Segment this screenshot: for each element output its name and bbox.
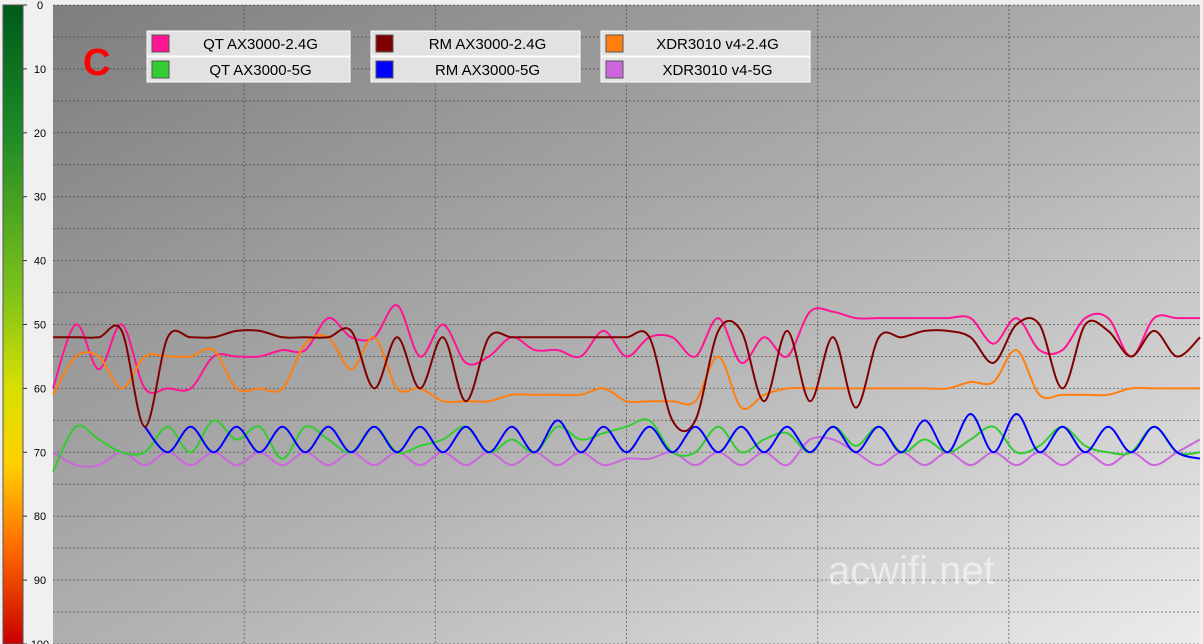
- legend-item-rm-ax3000-5g: [370, 56, 581, 83]
- y-tick-label: 70: [34, 447, 46, 459]
- series-layer: [52, 304, 1201, 472]
- y-axis-ticks: 0 10 20 30 40 50 60 70 80 90 100: [23, 0, 49, 644]
- legend-swatch-rm-ax3000-2-4g: [375, 34, 394, 53]
- legend-label-rm-ax3000-2-4g: RM AX3000-2.4G: [429, 36, 547, 53]
- series-line-qt-ax3000-5g: [52, 418, 1201, 472]
- y-tick-label: 90: [34, 575, 46, 587]
- y-tick-label: 0: [37, 0, 43, 12]
- y-tick-label: 40: [34, 256, 46, 268]
- legend-label-qt-ax3000-5g: QT AX3000-5G: [209, 62, 311, 79]
- legend: QT AX3000-2.4G QT AX3000-5G RM AX3000-2.4G…: [146, 30, 811, 83]
- legend-label-rm-ax3000-5g: RM AX3000-5G: [435, 62, 540, 79]
- y-tick-label: 50: [34, 320, 46, 332]
- y-tick-label: 60: [34, 383, 46, 395]
- legend-swatch-qt-ax3000-2-4g: [151, 34, 170, 53]
- series-line-xdr3010-v4-5g: [52, 436, 1201, 468]
- legend-label-qt-ax3000-2-4g: QT AX3000-2.4G: [203, 36, 318, 53]
- y-tick-label: 100: [31, 639, 49, 644]
- legend-label-xdr3010-v4-5g: XDR3010 v4-5G: [662, 62, 772, 79]
- legend-item-xdr3010-v4-2-4g: [600, 30, 811, 57]
- panel-label: C: [83, 42, 110, 84]
- y-tick-label: 20: [34, 128, 46, 140]
- legend-item-qt-ax3000-5g: [146, 56, 351, 83]
- legend-item-xdr3010-v4-5g: [600, 56, 811, 83]
- colorbar: [2, 4, 24, 644]
- legend-swatch-xdr3010-v4-5g: [605, 60, 624, 79]
- series-line-rm-ax3000-5g: [144, 413, 1201, 460]
- y-tick-label: 30: [34, 192, 46, 204]
- y-tick-label: 10: [34, 64, 46, 76]
- legend-label-xdr3010-v4-2-4g: XDR3010 v4-2.4G: [656, 36, 779, 53]
- watermark: acwifi.net: [828, 549, 995, 593]
- series-line-xdr3010-v4-2-4g: [52, 334, 1200, 411]
- legend-swatch-qt-ax3000-5g: [151, 60, 170, 79]
- legend-item-rm-ax3000-2-4g: [370, 30, 581, 57]
- legend-item-qt-ax3000-2-4g: [146, 30, 351, 57]
- series-line-qt-ax3000-2-4g: [52, 304, 1200, 395]
- series-line-rm-ax3000-2-4g: [52, 317, 1201, 433]
- y-tick-label: 80: [34, 511, 46, 523]
- legend-swatch-xdr3010-v4-2-4g: [605, 34, 624, 53]
- legend-swatch-rm-ax3000-5g: [375, 60, 394, 79]
